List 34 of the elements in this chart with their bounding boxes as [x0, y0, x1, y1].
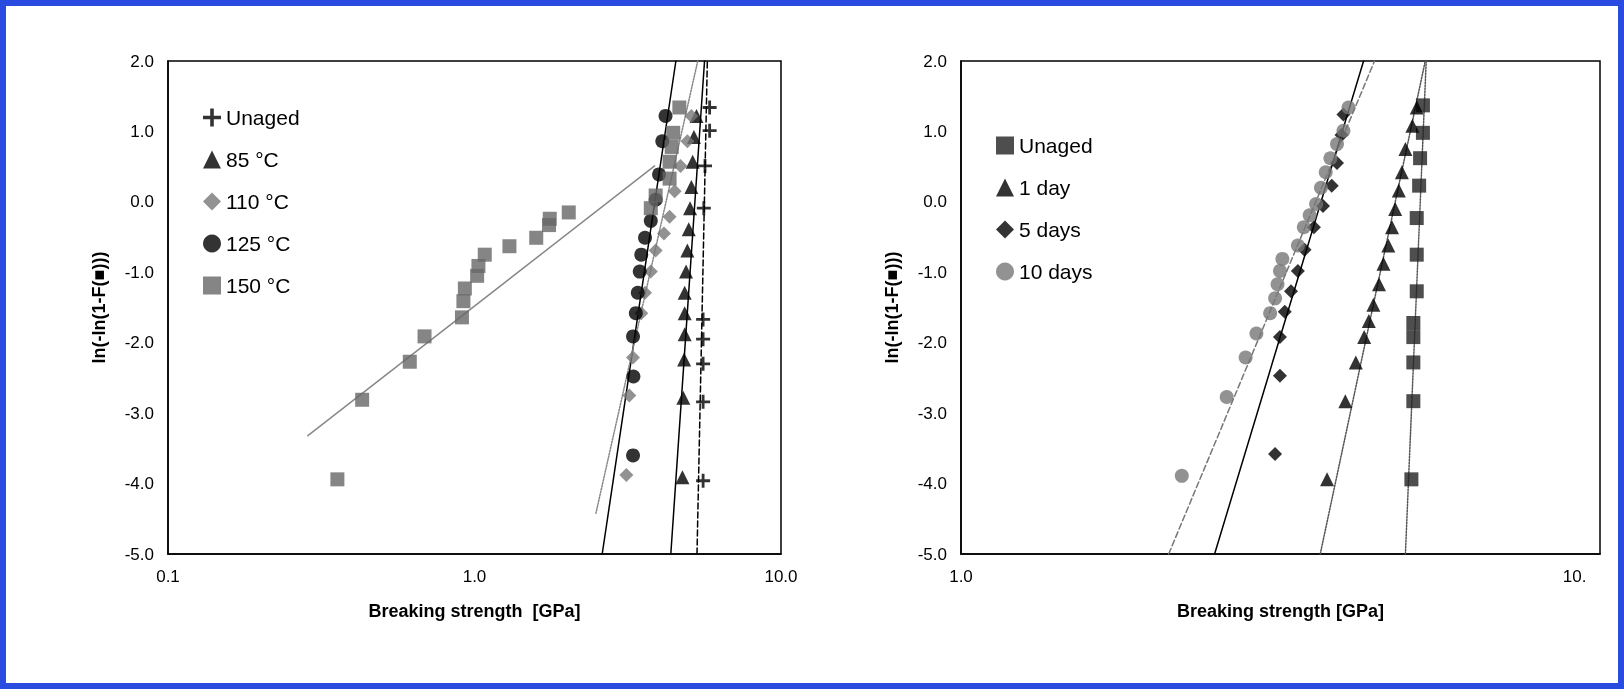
x-tick-label: 10.0	[764, 567, 798, 586]
x-tick-label: 1.0	[949, 567, 973, 586]
y-tick-label: -2.0	[917, 333, 947, 353]
y-axis-title: ln(-ln(1-F(■)))	[882, 251, 902, 364]
y-tick-label: -5.0	[124, 544, 154, 564]
y-tick-label: -5.0	[917, 544, 947, 564]
y-tick-label: 2.0	[923, 51, 947, 71]
legend-label: Unaged	[226, 106, 300, 129]
y-tick-label: -2.0	[124, 333, 154, 353]
y-tick-label: -1.0	[124, 262, 154, 282]
legend-label: Unaged	[1019, 134, 1093, 157]
legend-label: 85 °C	[226, 148, 279, 171]
legend-label: 1 day	[1019, 176, 1071, 199]
legend-label: 10 days	[1019, 260, 1093, 283]
y-axis-title: ln(-ln(1-F(■)))	[89, 251, 109, 364]
legend-label: 150 °C	[226, 274, 291, 297]
legend-label: 5 days	[1019, 218, 1081, 241]
y-tick-label: 2.0	[130, 51, 154, 71]
y-tick-label: -3.0	[917, 403, 947, 423]
x-tick-label: 1.0	[462, 567, 487, 586]
y-tick-label: 0.0	[923, 192, 947, 212]
y-tick-label: -4.0	[917, 474, 947, 494]
y-tick-label: 1.0	[923, 121, 947, 141]
x-tick-label: 0.1	[156, 567, 180, 586]
y-tick-label: 1.0	[130, 121, 154, 141]
y-tick-label: -4.0	[124, 474, 154, 494]
y-tick-label: -1.0	[917, 262, 947, 282]
y-tick-label: 0.0	[130, 192, 154, 212]
y-tick-label: -3.0	[124, 403, 154, 423]
legend-label: 110 °C	[226, 190, 289, 213]
x-axis-title: Breaking strength [GPa]	[1176, 601, 1385, 621]
legend-label: 125 °C	[226, 232, 291, 255]
x-axis-title: Breaking strength [GPa]	[368, 601, 581, 621]
x-tick-label: 10.	[1562, 567, 1587, 586]
